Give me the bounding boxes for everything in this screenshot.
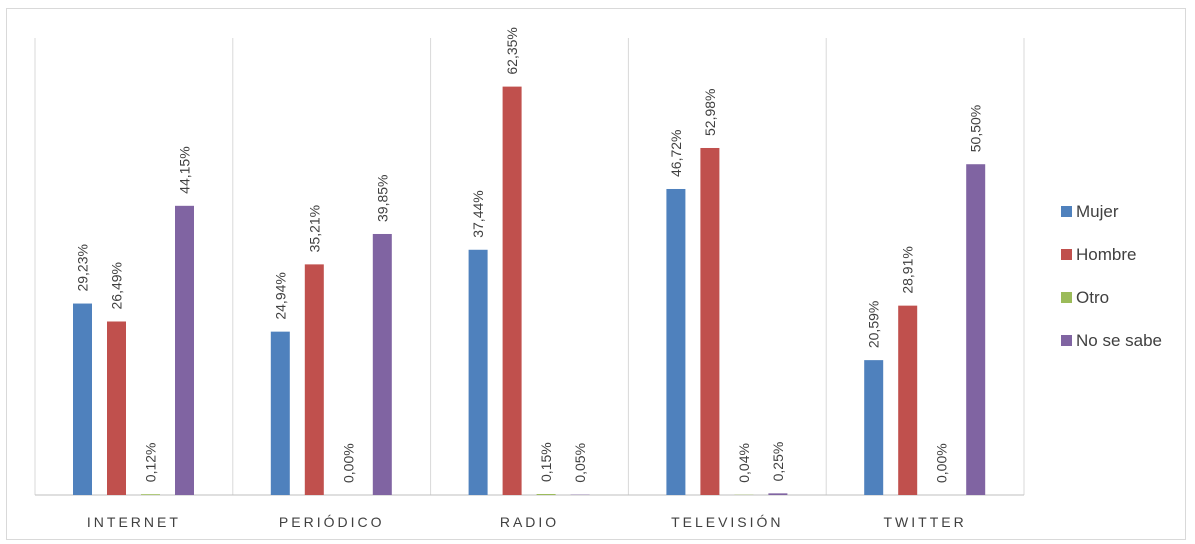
- category-label: TWITTER: [883, 514, 966, 530]
- bar-hombre: [700, 147, 720, 495]
- data-label: 44,15%: [177, 146, 193, 193]
- legend-swatch: [1061, 292, 1072, 303]
- bar-no-se-sabe: [175, 205, 194, 495]
- data-label: 37,44%: [470, 190, 486, 237]
- category-label: TELEVISIÓN: [671, 514, 783, 530]
- data-label: 0,00%: [340, 443, 356, 483]
- data-label: 50,50%: [968, 105, 984, 152]
- data-label: 62,35%: [504, 27, 520, 74]
- bar-hombre: [898, 305, 918, 495]
- legend-swatch: [1061, 335, 1072, 346]
- chart-frame: [6, 8, 1186, 540]
- legend-label: Hombre: [1076, 245, 1136, 264]
- bar-hombre: [502, 86, 522, 496]
- data-label: 0,05%: [572, 443, 588, 483]
- legend-label: No se sabe: [1076, 331, 1162, 350]
- data-label: 52,98%: [702, 88, 718, 135]
- data-label: 35,21%: [306, 205, 322, 252]
- data-label: 39,85%: [374, 174, 390, 221]
- bar-mujer: [666, 188, 686, 495]
- data-label: 0,25%: [770, 442, 786, 482]
- data-label: 0,12%: [143, 443, 159, 483]
- data-label: 28,91%: [900, 246, 916, 293]
- data-label: 20,59%: [866, 301, 882, 348]
- bar-otro: [141, 494, 160, 495]
- bar-no-se-sabe: [966, 164, 986, 495]
- bar-no-se-sabe: [372, 233, 392, 496]
- data-label: 0,15%: [538, 442, 554, 482]
- bar-no-se-sabe: [768, 493, 788, 495]
- bar-hombre: [107, 321, 126, 495]
- data-label: 26,49%: [109, 262, 125, 309]
- legend-swatch: [1061, 206, 1072, 217]
- legend-swatch: [1061, 249, 1072, 260]
- category-label: PERIÓDICO: [279, 514, 385, 530]
- data-label: 29,23%: [75, 244, 91, 291]
- category-label: RADIO: [500, 514, 559, 530]
- bar-mujer: [73, 303, 92, 495]
- bar-otro: [536, 494, 556, 495]
- data-label: 24,94%: [272, 272, 288, 319]
- category-label: INTERNET: [87, 514, 181, 530]
- data-label: 0,04%: [736, 443, 752, 483]
- legend-label: Mujer: [1076, 202, 1119, 221]
- data-label: 46,72%: [668, 129, 684, 176]
- data-label: 0,00%: [934, 443, 950, 483]
- bar-mujer: [864, 360, 884, 495]
- bar-hombre: [304, 264, 324, 495]
- bar-mujer: [468, 249, 488, 495]
- bar-mujer: [270, 331, 290, 495]
- legend-label: Otro: [1076, 288, 1109, 307]
